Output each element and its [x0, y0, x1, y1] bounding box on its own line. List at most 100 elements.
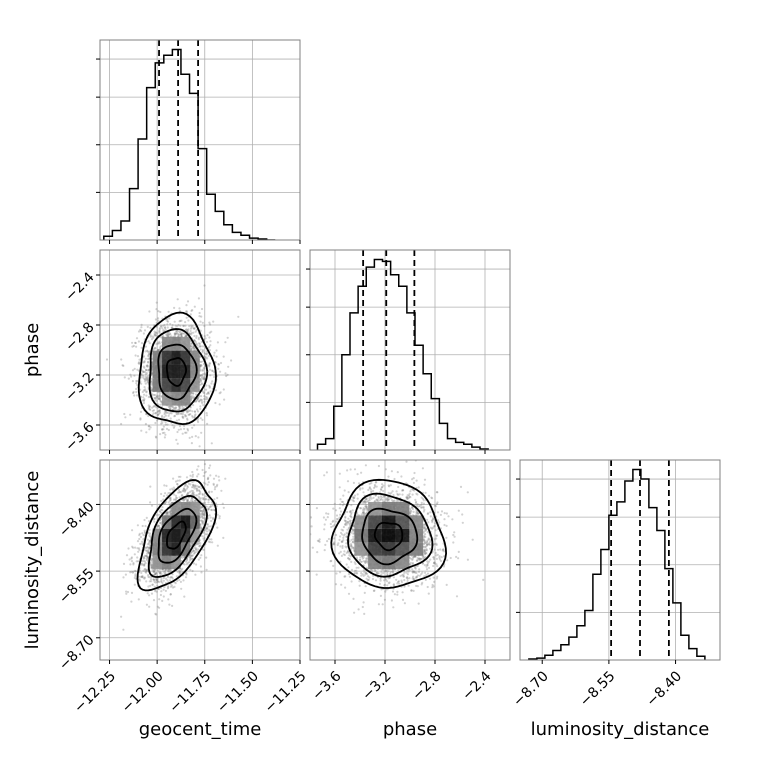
scatter-point [135, 387, 138, 391]
scatter-point [164, 433, 167, 436]
scatter-point [195, 336, 198, 339]
scatter-point [202, 377, 205, 381]
scatter-point [150, 554, 153, 557]
scatter-point [140, 329, 143, 333]
scatter-point [169, 513, 172, 516]
scatter-point [216, 483, 219, 486]
scatter-point [144, 378, 147, 381]
scatter-point [200, 506, 203, 509]
scatter-point [199, 519, 203, 522]
scatter-point [184, 489, 187, 492]
scatter-point [140, 346, 143, 349]
scatter-point [131, 571, 134, 574]
scatter-point [195, 400, 198, 403]
scatter-point [166, 576, 170, 579]
scatter-point [224, 372, 227, 375]
scatter-point [190, 331, 193, 335]
scatter-point [200, 377, 203, 380]
scatter-point [142, 396, 145, 399]
scatter-point [159, 345, 162, 348]
scatter-point [202, 362, 205, 366]
scatter-point [191, 410, 194, 413]
scatter-point [188, 436, 191, 439]
scatter-point [161, 581, 164, 584]
scatter-point [157, 409, 160, 412]
scatter-point [166, 512, 169, 515]
scatter-point [149, 561, 152, 565]
scatter-point [148, 544, 151, 547]
scatter-point [150, 558, 153, 561]
scatter-point [154, 590, 157, 593]
scatter-point [207, 481, 210, 484]
scatter-point [201, 522, 205, 525]
scatter-point [205, 568, 208, 571]
scatter-point [162, 425, 165, 428]
scatter-point [148, 425, 151, 428]
scatter-point [204, 501, 207, 504]
scatter-point [190, 554, 193, 557]
scatter-point [142, 399, 145, 402]
scatter-point [191, 542, 194, 545]
scatter-point [183, 424, 186, 427]
scatter-point [149, 334, 152, 337]
scatter-point [203, 372, 206, 375]
scatter-point [143, 360, 146, 363]
scatter-point [147, 375, 150, 378]
scatter-point [133, 367, 136, 370]
scatter-point [195, 329, 198, 332]
scatter-point [201, 513, 204, 516]
scatter-point [156, 414, 159, 417]
scatter-point [158, 525, 161, 528]
scatter-point [164, 589, 167, 593]
scatter-point [145, 557, 148, 560]
scatter-point [222, 388, 225, 391]
scatter-point [185, 572, 188, 575]
scatter-point [205, 356, 208, 359]
scatter-point [157, 317, 160, 320]
scatter-point [193, 551, 196, 554]
scatter-point [193, 499, 196, 503]
scatter-point [208, 345, 211, 349]
scatter-point [199, 514, 202, 517]
scatter-point [197, 548, 200, 551]
scatter-point [203, 511, 206, 514]
scatter-point [144, 350, 147, 353]
scatter-point [146, 364, 149, 367]
scatter-point [186, 562, 189, 565]
scatter-point [144, 568, 147, 571]
scatter-point [136, 355, 140, 358]
scatter-point [199, 542, 202, 545]
scatter-point [216, 341, 219, 344]
scatter-point [163, 586, 166, 589]
scatter-point [134, 573, 137, 576]
scatter-point [208, 528, 211, 531]
scatter-point [155, 308, 158, 311]
scatter-point [147, 369, 150, 372]
scatter-point [142, 361, 145, 364]
scatter-point [159, 571, 162, 574]
scatter-point [142, 332, 145, 335]
scatter-point [189, 398, 193, 401]
scatter-point [209, 340, 212, 343]
scatter-point [158, 409, 161, 412]
scatter-point [148, 428, 151, 431]
scatter-point [185, 335, 188, 338]
scatter-point [142, 370, 145, 374]
scatter-point [141, 562, 144, 565]
scatter-point [185, 414, 188, 418]
scatter-point [145, 390, 148, 393]
scatter-point [168, 406, 171, 409]
scatter-point [171, 326, 174, 329]
scatter-point [165, 500, 168, 503]
scatter-point [199, 509, 202, 512]
scatter-point [189, 542, 192, 545]
scatter-point [160, 578, 163, 581]
scatter-point [155, 406, 158, 409]
scatter-point [149, 475, 151, 477]
scatter-point [203, 335, 206, 338]
scatter-point [205, 495, 208, 498]
scatter-point [153, 580, 156, 583]
scatter-point [131, 369, 135, 372]
scatter-point [219, 391, 222, 394]
scatter-point [159, 348, 162, 351]
